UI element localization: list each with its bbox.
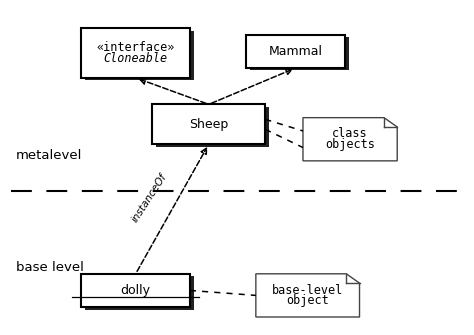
- Text: objects: objects: [325, 138, 375, 151]
- FancyBboxPatch shape: [156, 107, 269, 147]
- Text: «interface»: «interface»: [97, 41, 175, 54]
- Text: base level: base level: [16, 261, 83, 274]
- FancyBboxPatch shape: [85, 30, 194, 80]
- Polygon shape: [256, 274, 359, 317]
- FancyBboxPatch shape: [152, 105, 265, 144]
- Text: class: class: [332, 127, 368, 140]
- Text: dolly: dolly: [121, 284, 151, 297]
- FancyBboxPatch shape: [85, 276, 194, 310]
- Text: object: object: [286, 294, 329, 307]
- FancyBboxPatch shape: [82, 28, 190, 78]
- Text: Cloneable: Cloneable: [104, 52, 168, 65]
- FancyBboxPatch shape: [82, 274, 190, 307]
- Polygon shape: [303, 118, 397, 161]
- Text: instanceOf: instanceOf: [130, 172, 169, 224]
- Text: metalevel: metalevel: [16, 149, 82, 162]
- Text: Sheep: Sheep: [189, 118, 228, 131]
- FancyBboxPatch shape: [246, 35, 346, 68]
- Text: base-level: base-level: [272, 284, 343, 296]
- FancyBboxPatch shape: [250, 37, 349, 70]
- Text: Mammal: Mammal: [269, 45, 323, 58]
